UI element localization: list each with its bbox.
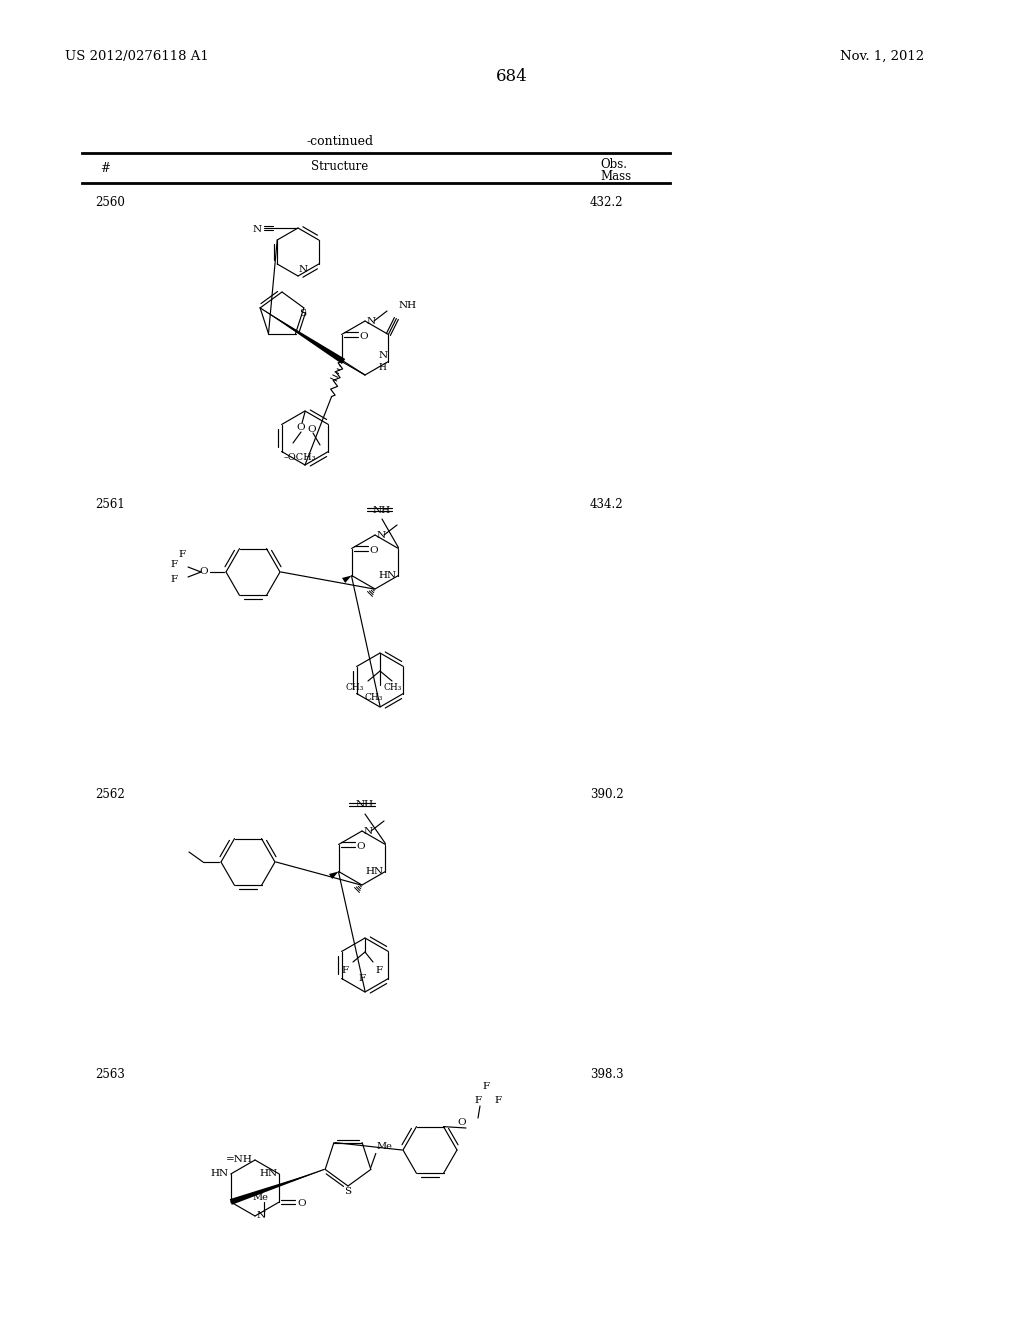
Text: NH: NH xyxy=(373,506,391,515)
Text: F: F xyxy=(474,1096,481,1105)
Text: 2563: 2563 xyxy=(95,1068,125,1081)
Text: F: F xyxy=(482,1082,489,1092)
Text: 390.2: 390.2 xyxy=(590,788,624,801)
Text: 398.3: 398.3 xyxy=(590,1068,624,1081)
Text: 2560: 2560 xyxy=(95,195,125,209)
Text: S: S xyxy=(299,309,306,318)
Text: HN: HN xyxy=(259,1170,278,1179)
Text: CH₃: CH₃ xyxy=(365,693,383,702)
Text: N: N xyxy=(253,224,262,234)
Text: HN: HN xyxy=(366,867,383,876)
Text: HN: HN xyxy=(378,572,396,579)
Text: #: # xyxy=(100,162,110,176)
Text: F: F xyxy=(170,576,177,583)
Text: F: F xyxy=(358,974,366,983)
Text: O: O xyxy=(370,546,378,554)
Text: Nov. 1, 2012: Nov. 1, 2012 xyxy=(840,50,924,63)
Text: Me: Me xyxy=(377,1142,392,1151)
Text: -continued: -continued xyxy=(306,135,374,148)
Text: =NH: =NH xyxy=(226,1155,253,1164)
Text: O: O xyxy=(458,1118,466,1127)
Text: F: F xyxy=(342,966,349,975)
Text: H: H xyxy=(379,363,386,371)
Text: O: O xyxy=(359,333,369,341)
Text: 434.2: 434.2 xyxy=(590,498,624,511)
Text: N: N xyxy=(299,265,308,275)
Text: O: O xyxy=(307,425,315,434)
Text: CH₃: CH₃ xyxy=(384,682,402,692)
Polygon shape xyxy=(342,576,351,583)
Text: US 2012/0276118 A1: US 2012/0276118 A1 xyxy=(65,50,209,63)
Text: F: F xyxy=(178,550,185,558)
Text: N: N xyxy=(378,351,387,360)
Text: Me: Me xyxy=(252,1193,268,1203)
Text: 684: 684 xyxy=(496,69,528,84)
Text: O: O xyxy=(297,1200,306,1209)
Text: F: F xyxy=(494,1096,501,1105)
Text: –OCH₃: –OCH₃ xyxy=(284,453,316,462)
Text: O: O xyxy=(297,422,305,432)
Text: N: N xyxy=(377,532,386,540)
Text: N: N xyxy=(257,1212,266,1221)
Text: F: F xyxy=(375,966,382,975)
Text: 2561: 2561 xyxy=(95,498,125,511)
Text: N: N xyxy=(364,828,373,837)
Text: O: O xyxy=(200,568,208,577)
Text: Structure: Structure xyxy=(311,160,369,173)
Text: 432.2: 432.2 xyxy=(590,195,624,209)
Text: F: F xyxy=(170,560,177,569)
Text: 2562: 2562 xyxy=(95,788,125,801)
Text: S: S xyxy=(344,1187,351,1196)
Polygon shape xyxy=(229,1170,326,1205)
Polygon shape xyxy=(260,308,345,364)
Text: NH: NH xyxy=(398,301,417,310)
Polygon shape xyxy=(329,871,339,879)
Text: O: O xyxy=(356,842,366,851)
Text: CH₃: CH₃ xyxy=(346,682,364,692)
Text: Obs.: Obs. xyxy=(600,158,627,172)
Text: N: N xyxy=(367,318,376,326)
Text: NH: NH xyxy=(356,800,374,809)
Text: Mass: Mass xyxy=(600,170,631,183)
Text: HN: HN xyxy=(211,1170,228,1179)
